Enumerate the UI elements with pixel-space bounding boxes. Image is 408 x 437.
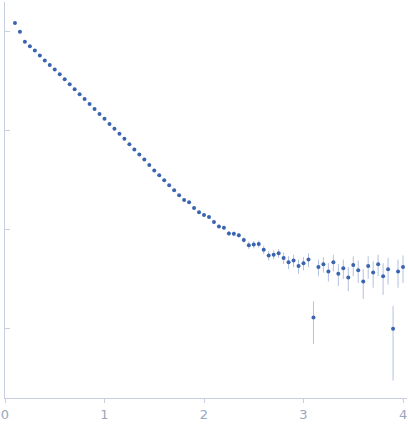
svg-text:3: 3 xyxy=(299,407,307,422)
svg-text:0: 0 xyxy=(1,407,9,422)
svg-text:2: 2 xyxy=(200,407,208,422)
svg-text:1: 1 xyxy=(100,407,108,422)
svg-text:4: 4 xyxy=(399,407,407,422)
